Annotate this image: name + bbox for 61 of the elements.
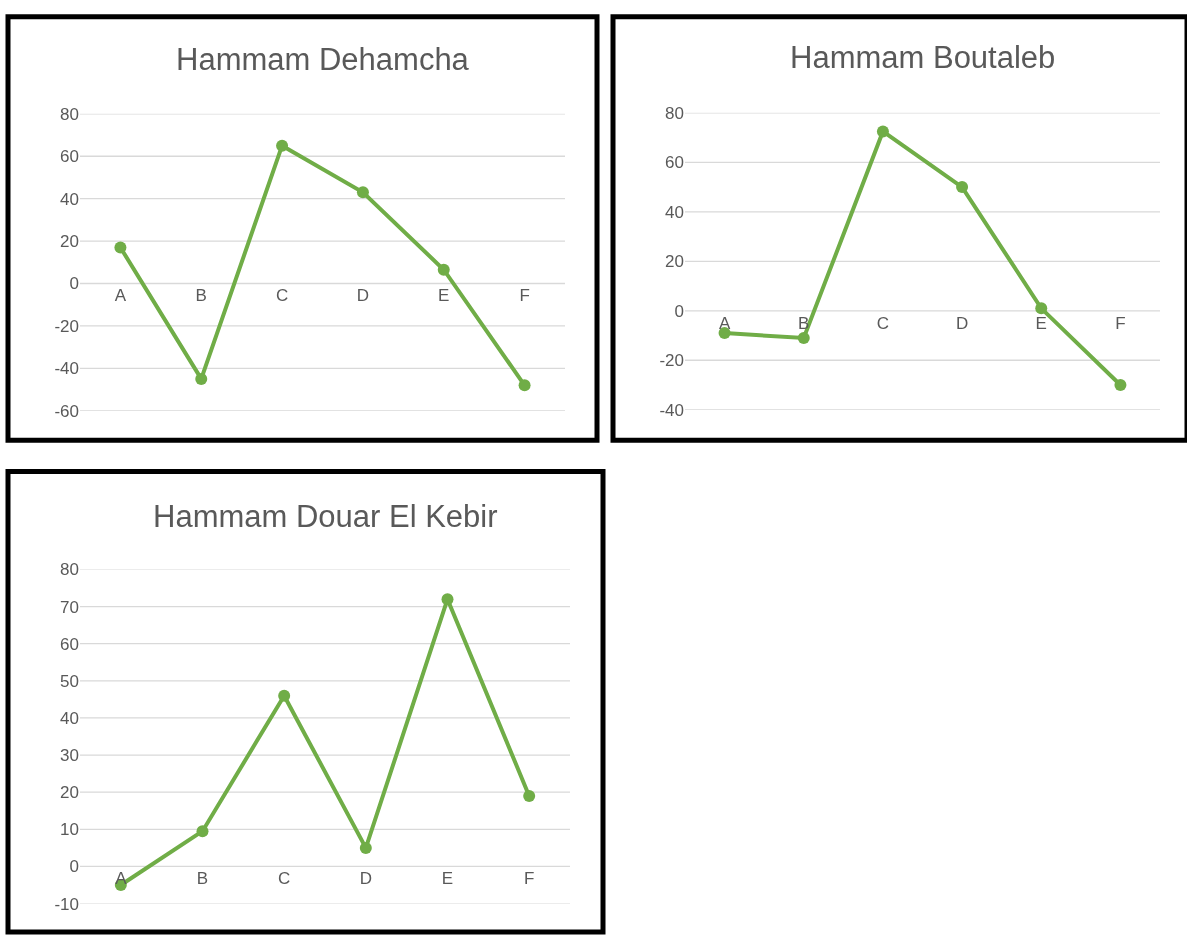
x-tick-label: C bbox=[876, 313, 890, 333]
x-tick-label: F bbox=[519, 286, 530, 306]
y-tick-label: 70 bbox=[60, 597, 79, 617]
y-tick-label: 40 bbox=[665, 202, 684, 222]
point bbox=[1035, 302, 1048, 315]
y-tick-label: 10 bbox=[60, 820, 79, 840]
y-tick-label: -20 bbox=[54, 316, 79, 336]
point bbox=[1114, 379, 1127, 392]
y-tick-label: 50 bbox=[60, 671, 79, 691]
x-tick-label: B bbox=[196, 869, 209, 889]
x-tick-label: B bbox=[798, 313, 810, 333]
x-tick-label: E bbox=[1035, 313, 1047, 333]
y-tick-label: 0 bbox=[69, 274, 79, 294]
point bbox=[359, 841, 372, 854]
y-tick-label: 80 bbox=[60, 560, 79, 580]
x-tick-label: E bbox=[441, 869, 454, 889]
y-tick-label: 40 bbox=[60, 708, 79, 728]
point bbox=[195, 372, 208, 385]
point bbox=[196, 825, 209, 838]
x-tick-label: D bbox=[955, 313, 969, 333]
y-tick-label: 40 bbox=[60, 189, 79, 209]
point bbox=[797, 332, 810, 344]
x-tick-label: D bbox=[356, 286, 370, 306]
point bbox=[518, 379, 531, 392]
x-tick-label: F bbox=[1115, 313, 1126, 333]
point bbox=[523, 789, 536, 802]
y-tick-label: 60 bbox=[60, 634, 79, 654]
y-tick-label: 80 bbox=[60, 104, 79, 124]
x-tick-label: A bbox=[718, 313, 731, 333]
point bbox=[876, 125, 889, 138]
y-tick-label: 30 bbox=[60, 746, 79, 766]
point bbox=[276, 139, 289, 152]
x-tick-label: F bbox=[523, 869, 535, 889]
x-tick-label: C bbox=[278, 869, 291, 889]
point bbox=[437, 263, 450, 276]
y-tick-label: 80 bbox=[665, 103, 684, 123]
y-tick-label: 60 bbox=[60, 147, 79, 167]
point bbox=[278, 689, 291, 702]
point bbox=[356, 186, 369, 199]
y-tick-label: -40 bbox=[659, 400, 684, 420]
y-tick-label: -10 bbox=[54, 894, 79, 914]
y-tick-label: 20 bbox=[60, 783, 79, 803]
point bbox=[441, 593, 454, 606]
chart-title: Hammam Dehamcha bbox=[176, 42, 470, 77]
y-tick-label: 0 bbox=[69, 857, 79, 877]
x-tick-label: A bbox=[114, 286, 127, 306]
chart-title: Hammam Douar El Kebir bbox=[153, 499, 498, 534]
y-tick-label: -60 bbox=[54, 401, 79, 421]
y-tick-label: 0 bbox=[674, 301, 684, 321]
y-tick-label: -20 bbox=[659, 351, 684, 371]
chart-title: Hammam Boutaleb bbox=[790, 40, 1056, 75]
y-tick-label: 20 bbox=[60, 232, 79, 252]
x-tick-label: B bbox=[195, 286, 207, 306]
x-tick-label: E bbox=[438, 286, 450, 306]
y-tick-label: 60 bbox=[665, 153, 684, 173]
y-tick-label: -40 bbox=[54, 359, 79, 379]
x-tick-label: D bbox=[359, 869, 372, 889]
point bbox=[956, 181, 969, 194]
y-tick-label: 20 bbox=[665, 252, 684, 272]
point bbox=[114, 241, 127, 254]
x-tick-label: C bbox=[275, 286, 289, 306]
